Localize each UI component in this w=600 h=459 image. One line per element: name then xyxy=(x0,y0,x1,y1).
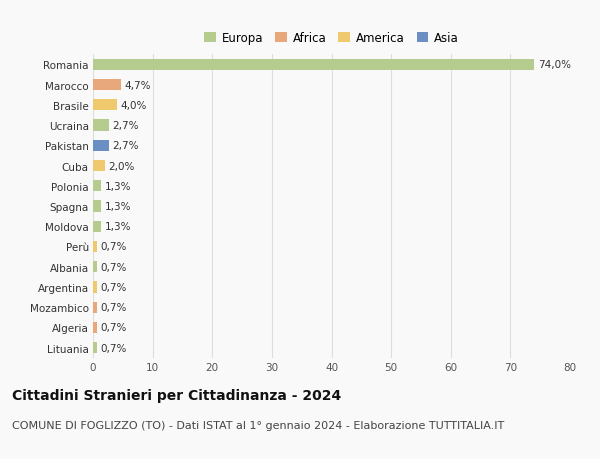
Text: 1,3%: 1,3% xyxy=(104,222,131,232)
Bar xyxy=(93,161,105,172)
Text: 1,3%: 1,3% xyxy=(104,181,131,191)
Text: 4,7%: 4,7% xyxy=(125,80,151,90)
Text: 74,0%: 74,0% xyxy=(538,60,571,70)
Text: 0,7%: 0,7% xyxy=(101,242,127,252)
Legend: Europa, Africa, America, Asia: Europa, Africa, America, Asia xyxy=(199,28,464,50)
Bar xyxy=(93,60,534,71)
Text: 0,7%: 0,7% xyxy=(101,282,127,292)
Bar xyxy=(93,201,101,212)
Bar xyxy=(93,100,117,111)
Text: 2,7%: 2,7% xyxy=(113,121,139,131)
Bar xyxy=(93,181,101,192)
Bar xyxy=(93,80,121,91)
Bar xyxy=(93,322,97,333)
Bar xyxy=(93,302,97,313)
Text: 0,7%: 0,7% xyxy=(101,323,127,333)
Bar xyxy=(93,282,97,293)
Text: 0,7%: 0,7% xyxy=(101,302,127,313)
Bar xyxy=(93,120,109,131)
Bar xyxy=(93,221,101,232)
Bar xyxy=(93,241,97,252)
Text: Cittadini Stranieri per Cittadinanza - 2024: Cittadini Stranieri per Cittadinanza - 2… xyxy=(12,388,341,402)
Bar xyxy=(93,342,97,353)
Text: 2,7%: 2,7% xyxy=(113,141,139,151)
Text: 1,3%: 1,3% xyxy=(104,202,131,212)
Bar xyxy=(93,262,97,273)
Text: 0,7%: 0,7% xyxy=(101,343,127,353)
Bar xyxy=(93,140,109,151)
Text: 4,0%: 4,0% xyxy=(121,101,147,111)
Text: 0,7%: 0,7% xyxy=(101,262,127,272)
Text: COMUNE DI FOGLIZZO (TO) - Dati ISTAT al 1° gennaio 2024 - Elaborazione TUTTITALI: COMUNE DI FOGLIZZO (TO) - Dati ISTAT al … xyxy=(12,420,504,430)
Text: 2,0%: 2,0% xyxy=(109,161,135,171)
